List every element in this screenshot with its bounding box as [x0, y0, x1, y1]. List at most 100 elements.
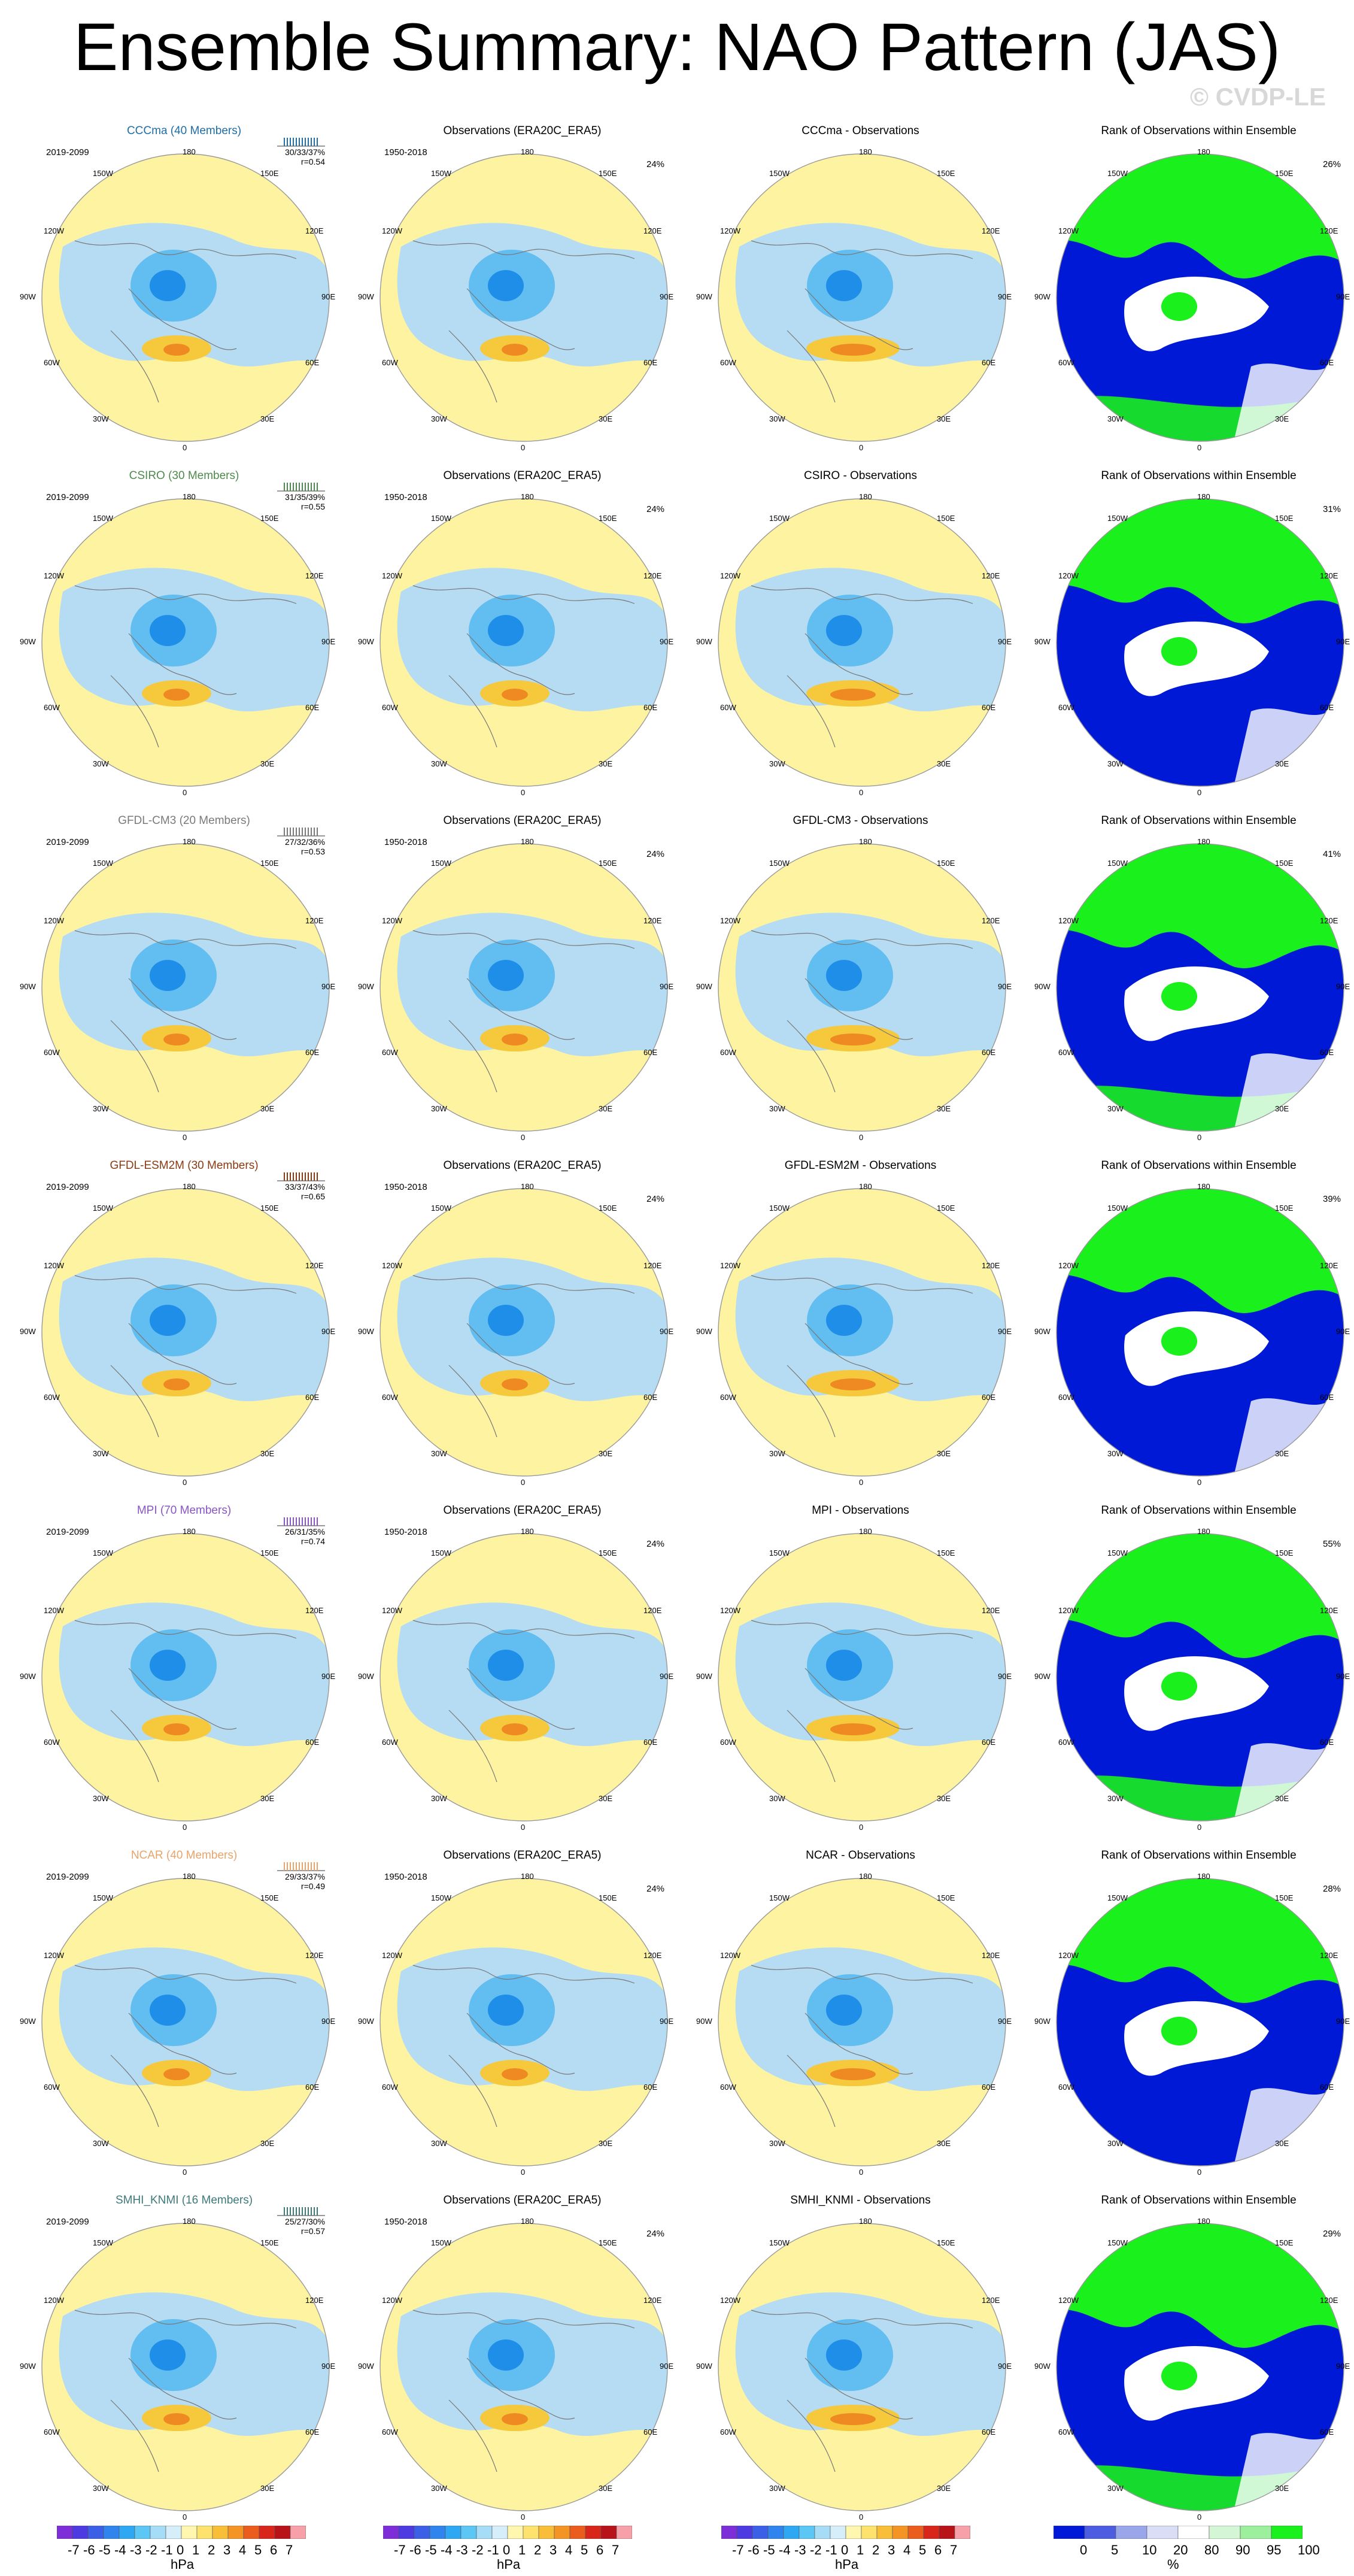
colorbar-tick-label: 2 — [208, 2542, 215, 2557]
difference-title: SMHI_KNMI - Observations — [790, 2194, 931, 2207]
longitude-label: 120W — [720, 571, 740, 580]
percent-explained: 33/37/43% — [285, 1182, 325, 1192]
colorbar-tick-label: 3 — [223, 2542, 231, 2557]
observations-period: 1950-2018 — [384, 1527, 427, 1537]
longitude-label: 60E — [982, 703, 996, 712]
longitude-label: 0 — [859, 1133, 864, 1142]
colorbar-swatch — [1177, 2525, 1210, 2539]
longitude-label: 60E — [1320, 2427, 1334, 2436]
longitude-label: 60E — [1320, 1393, 1334, 1402]
longitude-label: 0 — [1197, 2513, 1202, 2522]
rank-title: Rank of Observations within Ensemble — [1101, 469, 1297, 482]
percent-explained: 27/32/36% — [285, 837, 325, 847]
cvdp-watermark: © CVDP-LE — [1190, 83, 1326, 111]
longitude-label: 30E — [260, 2139, 275, 2148]
longitude-label: 60W — [44, 1738, 60, 1747]
longitude-label: 60W — [44, 1048, 60, 1057]
longitude-label: 120E — [643, 226, 662, 235]
longitude-label: 90E — [660, 1327, 674, 1336]
longitude-label: 150E — [260, 859, 279, 868]
longitude-label: 60W — [1058, 2427, 1074, 2436]
longitude-label: 0 — [1197, 1478, 1202, 1487]
longitude-label: 150W — [431, 1893, 451, 1902]
longitude-label: 180 — [859, 1872, 872, 1881]
rank-high-spot — [1161, 982, 1197, 1011]
longitude-label: 30E — [260, 2484, 275, 2493]
longitude-label: 0 — [183, 2168, 187, 2177]
longitude-label: 90E — [1336, 1327, 1350, 1336]
rank-high-region — [1057, 1534, 1344, 1658]
longitude-label: 30W — [431, 1449, 447, 1458]
colorbar-swatch — [72, 2525, 89, 2539]
negative-anomaly-center — [488, 1995, 524, 2026]
model-panel: SMHI_KNMI (16 Members) 2019-2099 25/27/30%… — [15, 2189, 353, 2533]
longitude-label: 60E — [643, 1738, 658, 1747]
longitude-label: 30E — [1275, 1449, 1289, 1458]
observations-percent: 24% — [646, 1539, 665, 1549]
rank-map — [1056, 2223, 1344, 2511]
longitude-label: 60E — [305, 2427, 320, 2436]
longitude-label: 120W — [382, 916, 402, 925]
colorbar-swatch — [429, 2525, 446, 2539]
longitude-label: 150W — [769, 1204, 790, 1213]
longitude-label: 60W — [720, 1393, 736, 1402]
hpa-colorbar: -7 -6 -5 -4 -3 -2 -1 0 1 2 3 4 5 6 7 hPa — [382, 2525, 633, 2572]
positive-anomaly-region — [739, 1757, 812, 1813]
ensemble-spread-icon — [277, 138, 325, 147]
longitude-label: 90W — [696, 637, 712, 646]
colorbar-tick-label: 3 — [550, 2542, 557, 2557]
longitude-label: 0 — [859, 2168, 864, 2177]
longitude-label: 90W — [1034, 292, 1051, 301]
negative-anomaly-center — [488, 2339, 524, 2371]
obs-map — [380, 1188, 668, 1477]
model-map — [41, 1188, 330, 1477]
obs-map — [380, 2223, 668, 2511]
positive-anomaly-center — [502, 689, 528, 701]
longitude-label: 150E — [1275, 2238, 1294, 2247]
positive-anomaly-region — [739, 2447, 812, 2503]
colorbar-tick-label: 0 — [503, 2542, 511, 2557]
longitude-label: 30W — [93, 414, 109, 423]
positive-anomaly-region — [63, 1412, 135, 1468]
longitude-label: 150E — [599, 859, 617, 868]
diff-map — [718, 153, 1006, 442]
longitude-label: 90E — [998, 292, 1012, 301]
longitude-label: 60E — [305, 1738, 320, 1747]
longitude-label: 30W — [769, 1794, 785, 1803]
pattern-stats: 30/33/37% r=0.54 — [247, 147, 325, 166]
colorbar-tick-label: -4 — [114, 2542, 126, 2557]
longitude-label: 120W — [382, 1951, 402, 1960]
percent-explained: 29/33/37% — [285, 1872, 325, 1881]
positive-anomaly-region — [739, 2102, 812, 2158]
longitude-label: 150E — [599, 1893, 617, 1902]
longitude-label: 60E — [982, 2427, 996, 2436]
longitude-label: 90E — [321, 637, 336, 646]
longitude-label: 60W — [382, 1393, 398, 1402]
observations-title: Observations (ERA20C_ERA5) — [443, 125, 602, 137]
longitude-label: 120E — [982, 1951, 1000, 1960]
map-boundary — [41, 1533, 330, 1822]
positive-anomaly-center — [502, 344, 528, 356]
colorbar-tick-label: 5 — [581, 2542, 588, 2557]
longitude-label: 150E — [937, 1548, 955, 1557]
obs-map — [380, 1878, 668, 2166]
hpa-colorbar: -7 -6 -5 -4 -3 -2 -1 0 1 2 3 4 5 6 7 hPa — [721, 2525, 971, 2572]
longitude-label: 90W — [696, 1327, 712, 1336]
longitude-label: 60W — [382, 2427, 398, 2436]
longitude-label: 30W — [93, 1449, 109, 1458]
negative-anomaly-center — [826, 270, 862, 301]
longitude-label: 30W — [769, 414, 785, 423]
difference-title: CSIRO - Observations — [804, 469, 917, 482]
longitude-label: 60W — [44, 703, 60, 712]
negative-anomaly-center — [488, 615, 524, 646]
colorbar-swatch — [414, 2525, 430, 2539]
longitude-label: 0 — [1197, 1823, 1202, 1832]
rank-colorbar: 0 5 10 20 80 90 95 100% — [1053, 2525, 1320, 2572]
rank-panel: Rank of Observations within Ensemble 31% 1… — [1030, 465, 1354, 809]
model-period: 2019-2099 — [46, 837, 89, 847]
model-panel: NCAR (40 Members) 2019-2099 29/33/37% r=0.4… — [15, 1844, 353, 2189]
longitude-label: 30W — [1107, 1104, 1124, 1113]
colorbar-swatch — [445, 2525, 462, 2539]
positive-anomaly-center — [830, 2068, 876, 2080]
longitude-label: 30W — [431, 1794, 447, 1803]
